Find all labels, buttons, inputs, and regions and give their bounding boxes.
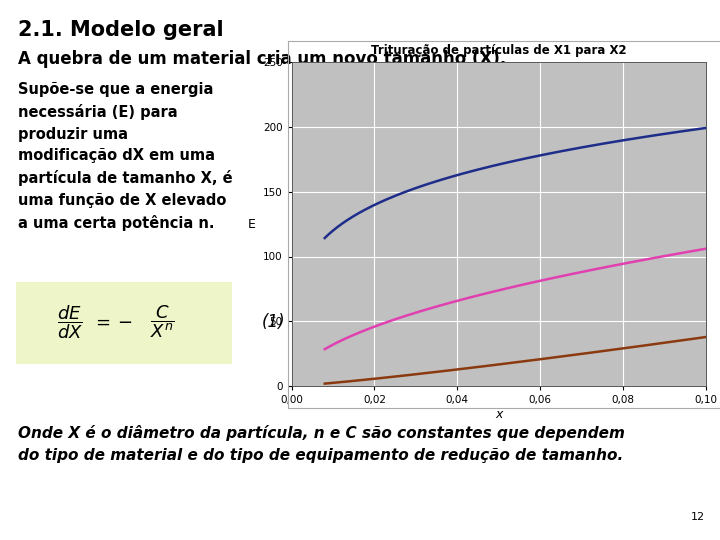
Text: 12: 12 — [691, 512, 705, 522]
Text: (1): (1) — [262, 313, 286, 331]
Y-axis label: E: E — [248, 218, 256, 231]
Text: $= -$: $= -$ — [91, 313, 132, 331]
Text: do tipo de material e do tipo de equipamento de redução de tamanho.: do tipo de material e do tipo de equipam… — [18, 448, 624, 463]
Text: $\dfrac{C}{X^n}$: $\dfrac{C}{X^n}$ — [150, 303, 174, 340]
Text: $\dfrac{dE}{dX}$: $\dfrac{dE}{dX}$ — [57, 303, 83, 341]
FancyBboxPatch shape — [16, 282, 232, 364]
Text: Onde X é o diâmetro da partícula, n e C são constantes que dependem: Onde X é o diâmetro da partícula, n e C … — [18, 425, 625, 441]
Title: Trituração de partículas de X1 para X2: Trituração de partículas de X1 para X2 — [371, 44, 626, 57]
X-axis label: x: x — [495, 408, 503, 421]
Text: Supõe-se que a energia
necessária (E) para
produzir uma
modificação dX em uma
pa: Supõe-se que a energia necessária (E) pa… — [18, 82, 233, 231]
Text: A quebra de um material cria um novo tamanho (X).: A quebra de um material cria um novo tam… — [18, 50, 506, 68]
Text: 2.1. Modelo geral: 2.1. Modelo geral — [18, 20, 224, 40]
